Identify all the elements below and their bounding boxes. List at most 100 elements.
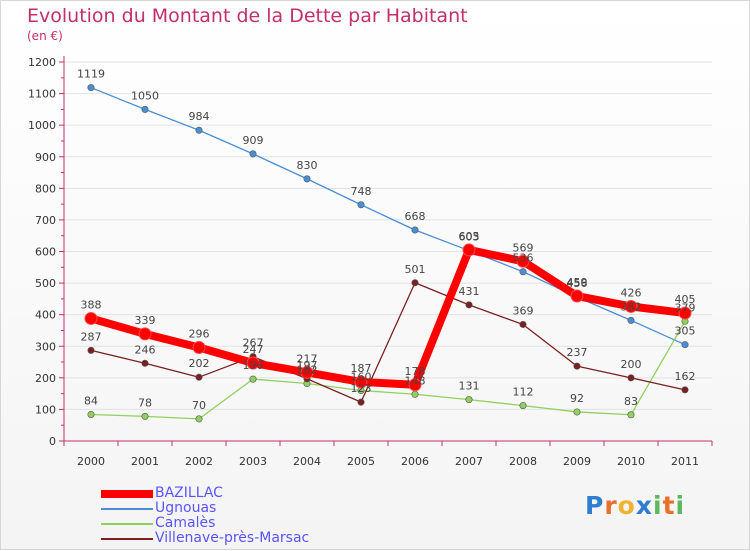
data-label: 247 — [243, 343, 264, 356]
logo-letter: o — [617, 491, 636, 520]
data-point — [624, 299, 638, 313]
data-point — [573, 362, 581, 370]
data-label: 668 — [405, 210, 426, 223]
logo-letter: r — [604, 491, 618, 520]
data-label: 296 — [189, 328, 210, 341]
x-tick-label: 2000 — [77, 455, 105, 468]
data-point — [681, 341, 689, 349]
data-label: 78 — [138, 396, 152, 409]
data-label: 569 — [513, 241, 534, 254]
data-label: 382 — [621, 300, 642, 313]
data-point — [462, 243, 476, 257]
data-point — [195, 373, 203, 381]
data-label: 459 — [567, 276, 588, 289]
legend-label: Camalès — [155, 515, 216, 531]
data-point — [681, 386, 689, 394]
series-line-villenave-pr-s-marsac — [90, 282, 686, 403]
data-point — [246, 356, 260, 370]
logo-letter: t — [662, 491, 676, 520]
data-point — [249, 150, 257, 158]
y-tick-label: 1200 — [28, 56, 56, 69]
y-tick-label: 800 — [35, 182, 56, 195]
data-point — [138, 327, 152, 341]
x-tick-label: 2004 — [293, 455, 321, 468]
data-point — [354, 375, 368, 389]
x-tick-label: 2011 — [671, 455, 699, 468]
data-label: 339 — [135, 314, 156, 327]
data-point — [627, 374, 635, 382]
legend-swatch — [101, 522, 153, 525]
data-label: 200 — [621, 358, 642, 371]
data-label: 388 — [81, 298, 102, 311]
data-label: 131 — [459, 380, 480, 393]
legend-label: Ugnouas — [155, 500, 217, 516]
data-point — [195, 415, 203, 423]
data-label: 1119 — [77, 68, 105, 81]
series-line-ugnouas — [90, 86, 686, 346]
data-label: 83 — [624, 395, 638, 408]
logo-letter: i — [675, 491, 686, 520]
data-label: 217 — [297, 352, 318, 365]
data-label: 426 — [621, 286, 642, 299]
data-label: 182 — [297, 364, 318, 377]
data-point — [627, 316, 635, 324]
unit-label: (en €) — [27, 29, 63, 43]
y-tick-label: 1100 — [28, 88, 56, 101]
data-label: 196 — [243, 359, 264, 372]
data-label: 178 — [405, 365, 426, 378]
data-label: 197 — [297, 359, 318, 372]
logo-letter: P — [585, 491, 605, 520]
data-label: 603 — [459, 231, 480, 244]
data-label: 267 — [243, 337, 264, 350]
y-tick-label: 1000 — [28, 119, 56, 132]
y-tick-label: 500 — [35, 277, 56, 290]
series-line-camal-s — [90, 320, 686, 420]
data-point — [141, 359, 149, 367]
y-tick-label: 400 — [35, 309, 56, 322]
data-label: 202 — [189, 357, 210, 370]
legend-label: Villenave-près-Marsac — [155, 530, 310, 546]
data-label: 160 — [351, 370, 372, 383]
data-point — [519, 402, 527, 410]
data-label: 187 — [351, 362, 372, 375]
data-point — [411, 390, 419, 398]
chart-title: Evolution du Montant de la Dette par Hab… — [27, 5, 468, 27]
y-tick-label: 100 — [35, 403, 56, 416]
data-point — [519, 320, 527, 328]
data-point — [141, 412, 149, 420]
data-point — [192, 341, 206, 355]
data-point — [570, 289, 584, 303]
data-point — [87, 346, 95, 354]
data-label: 305 — [675, 325, 696, 338]
legend-swatch — [101, 507, 153, 510]
proxiti-logo: Proxiti — [585, 491, 685, 520]
data-point — [627, 411, 635, 419]
data-label: 237 — [567, 346, 588, 359]
logo-letter: i — [653, 491, 663, 520]
data-point — [411, 226, 419, 234]
series-line-bazillac — [87, 245, 689, 389]
data-label: 501 — [405, 263, 426, 276]
data-label: 431 — [459, 285, 480, 298]
data-label: 287 — [81, 330, 102, 343]
data-point — [249, 375, 257, 383]
data-point — [357, 201, 365, 209]
data-point — [465, 396, 473, 404]
data-point — [519, 268, 527, 276]
data-label: 536 — [513, 252, 534, 265]
data-label: 456 — [567, 277, 588, 290]
legend-swatch — [101, 537, 153, 540]
data-point — [678, 306, 692, 320]
legend-item: Camalès — [101, 516, 309, 531]
legend: BAZILLAC Ugnouas Camalès Villenave-près-Mar… — [101, 486, 309, 546]
data-point — [300, 365, 314, 379]
data-label: 246 — [135, 343, 156, 356]
data-label: 112 — [513, 386, 534, 399]
data-point — [195, 126, 203, 134]
data-label: 379 — [675, 301, 696, 314]
data-label: 84 — [84, 394, 98, 407]
data-label: 748 — [351, 185, 372, 198]
data-point — [87, 84, 95, 92]
data-point — [573, 408, 581, 416]
